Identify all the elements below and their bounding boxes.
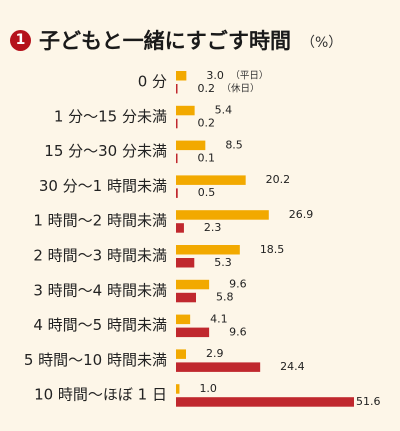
value-label: 2.3 [204, 221, 222, 234]
value-label: 5.4 [215, 104, 233, 117]
category-label: 0 分 [138, 73, 167, 91]
chart-header: 1 子どもと一緒にすごす時間 （%） [10, 25, 342, 55]
weekday-bar [176, 140, 206, 151]
weekday-bar [176, 314, 191, 325]
value-label: 51.6 [356, 395, 381, 408]
holiday-bar [176, 153, 178, 164]
holiday-bar [176, 118, 178, 129]
weekday-bar [176, 175, 246, 185]
value-label: 4.1 [210, 312, 228, 325]
value-label: 0.2 [198, 117, 216, 130]
weekday-bar [176, 210, 269, 220]
category-label: 4 時間〜5 時間未満 [33, 316, 167, 334]
value-label: 18.5 [260, 243, 285, 256]
category-label: 5 時間〜10 時間未満 [24, 351, 167, 369]
holiday-bar [176, 223, 184, 233]
legend-weekday: （平日） [230, 69, 268, 81]
holiday-bar [176, 327, 210, 338]
value-label: 1.0 [199, 382, 217, 395]
value-label: 3.0 [206, 69, 224, 82]
holiday-bar [176, 292, 197, 303]
category-label: 2 時間〜3 時間未満 [33, 247, 167, 265]
chart-title: 子どもと一緒にすごす時間 [39, 29, 291, 53]
weekday-bar [176, 384, 180, 394]
value-label: 9.6 [229, 325, 247, 338]
legend-holiday: （休日） [222, 82, 260, 94]
value-label: 5.3 [214, 256, 232, 269]
category-label: 3 時間〜4 時間未満 [33, 281, 167, 299]
holiday-bar [176, 362, 261, 372]
value-label: 5.8 [216, 291, 234, 304]
category-label: 1 分〜15 分未満 [54, 107, 167, 125]
holiday-bar [176, 258, 195, 268]
weekday-bar [176, 105, 195, 116]
holiday-bar [176, 397, 354, 407]
value-label: 0.1 [198, 151, 216, 164]
value-label: 20.2 [266, 173, 291, 186]
value-label: 24.4 [280, 360, 305, 373]
category-label: 10 時間〜ほぼ 1 日 [34, 386, 167, 404]
category-label: 30 分〜1 時間未満 [39, 177, 167, 195]
weekday-bar [176, 279, 210, 290]
value-label: 26.9 [289, 208, 314, 221]
value-label: 0.2 [198, 82, 216, 95]
holiday-bar [176, 84, 178, 94]
unit-label: （%） [301, 35, 343, 51]
category-label: 1 時間〜2 時間未満 [33, 212, 167, 230]
weekday-bar [176, 349, 187, 359]
holiday-bar [176, 188, 178, 198]
number-badge: 1 [10, 29, 31, 51]
value-label: 2.9 [206, 347, 224, 360]
category-label: 15 分〜30 分未満 [44, 142, 167, 160]
weekday-bar [176, 71, 187, 81]
weekday-bar [176, 245, 240, 255]
value-label: 0.5 [198, 186, 216, 199]
value-label: 8.5 [225, 138, 243, 151]
value-label: 9.6 [229, 278, 247, 291]
